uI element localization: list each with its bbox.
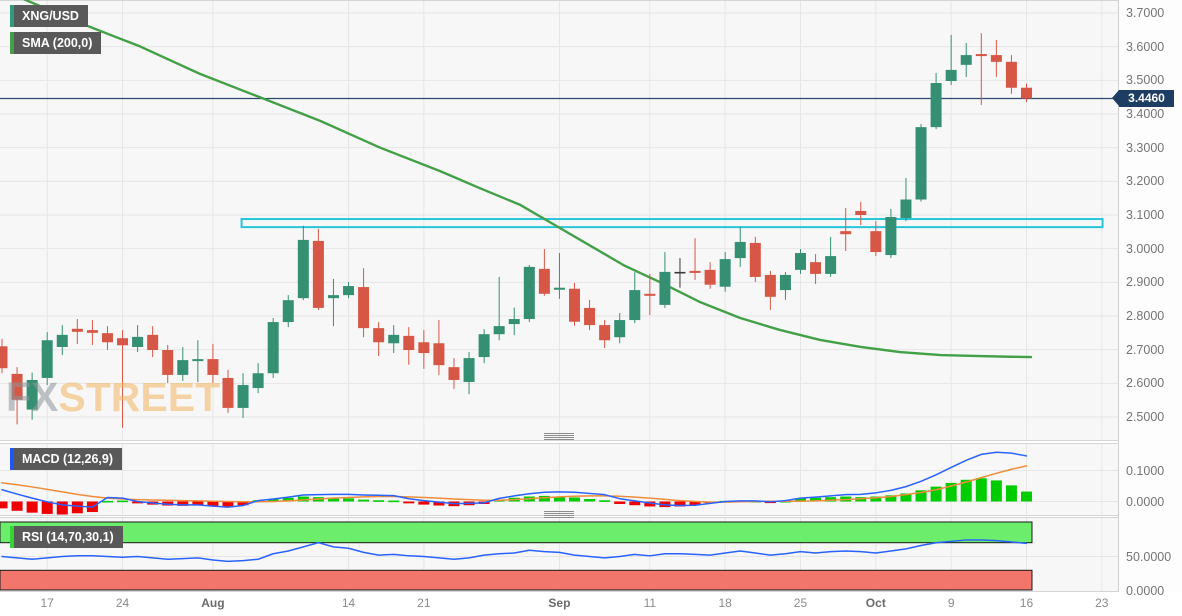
time-axis-label: 23 (1095, 596, 1109, 610)
price-axis-label: 3.7000 (1126, 6, 1165, 20)
price-axis-label: 3.5000 (1126, 73, 1165, 88)
macd-axis-label: 0.0000 (1126, 494, 1165, 509)
rsi-label: RSI (14,70,30,1) (22, 530, 114, 544)
time-axis-label: 16 (1019, 596, 1034, 610)
price-axis-label: 3.1000 (1126, 208, 1165, 222)
price-axis-label: 2.5000 (1126, 410, 1165, 424)
time-axis-label: 9 (947, 596, 955, 610)
time-axis-label: 17 (40, 596, 54, 610)
macd-color-bar (10, 448, 14, 470)
current-price-value: 3.4460 (1128, 91, 1165, 105)
rsi-axis-label: 0.0000 (1126, 584, 1165, 598)
time-axis-label: 25 (793, 596, 808, 610)
price-axis-label: 3.3000 (1126, 140, 1165, 155)
panel-splitter-handle[interactable] (544, 433, 574, 442)
rsi-label-chip[interactable]: RSI (14,70,30,1) (10, 526, 123, 548)
time-axis-label: 21 (417, 596, 431, 610)
time-axis-label: 11 (643, 596, 657, 610)
price-axis-label: 2.9000 (1126, 275, 1165, 290)
time-axis-label: Oct (865, 596, 886, 610)
sma-label-chip[interactable]: SMA (200,0) (10, 32, 102, 54)
instrument-label: XNG/USD (22, 9, 79, 23)
sma-color-bar (10, 32, 14, 54)
instrument-label-chip[interactable]: XNG/USD (10, 5, 88, 27)
time-axis[interactable] (0, 592, 1182, 616)
price-axis-label: 3.0000 (1126, 241, 1165, 256)
macd-label-chip[interactable]: MACD (12,26,9) (10, 448, 122, 470)
macd-label: MACD (12,26,9) (22, 452, 113, 466)
time-axis-label: 14 (341, 596, 356, 610)
price-axis-label: 3.2000 (1126, 174, 1165, 189)
price-axis-label: 2.6000 (1126, 376, 1165, 391)
macd-axis-label: 0.1000 (1126, 463, 1165, 478)
sma-label: SMA (200,0) (22, 36, 93, 50)
price-axis-label: 3.6000 (1126, 39, 1165, 54)
rsi-axis-label: 50.0000 (1126, 549, 1172, 564)
time-axis-label: 24 (115, 596, 130, 610)
rsi-color-bar (10, 526, 14, 548)
current-price-badge: 3.4460 (1112, 90, 1174, 107)
price-axis-label: 2.8000 (1126, 309, 1165, 323)
instrument-color-bar (10, 5, 14, 27)
time-axis-label: Aug (201, 596, 225, 610)
price-axis-label: 2.7000 (1126, 342, 1165, 357)
time-axis-label: 18 (718, 596, 732, 610)
panel-splitter-handle[interactable] (544, 511, 574, 520)
price-axis-label: 3.4000 (1126, 107, 1165, 121)
time-axis-label: Sep (548, 596, 571, 610)
